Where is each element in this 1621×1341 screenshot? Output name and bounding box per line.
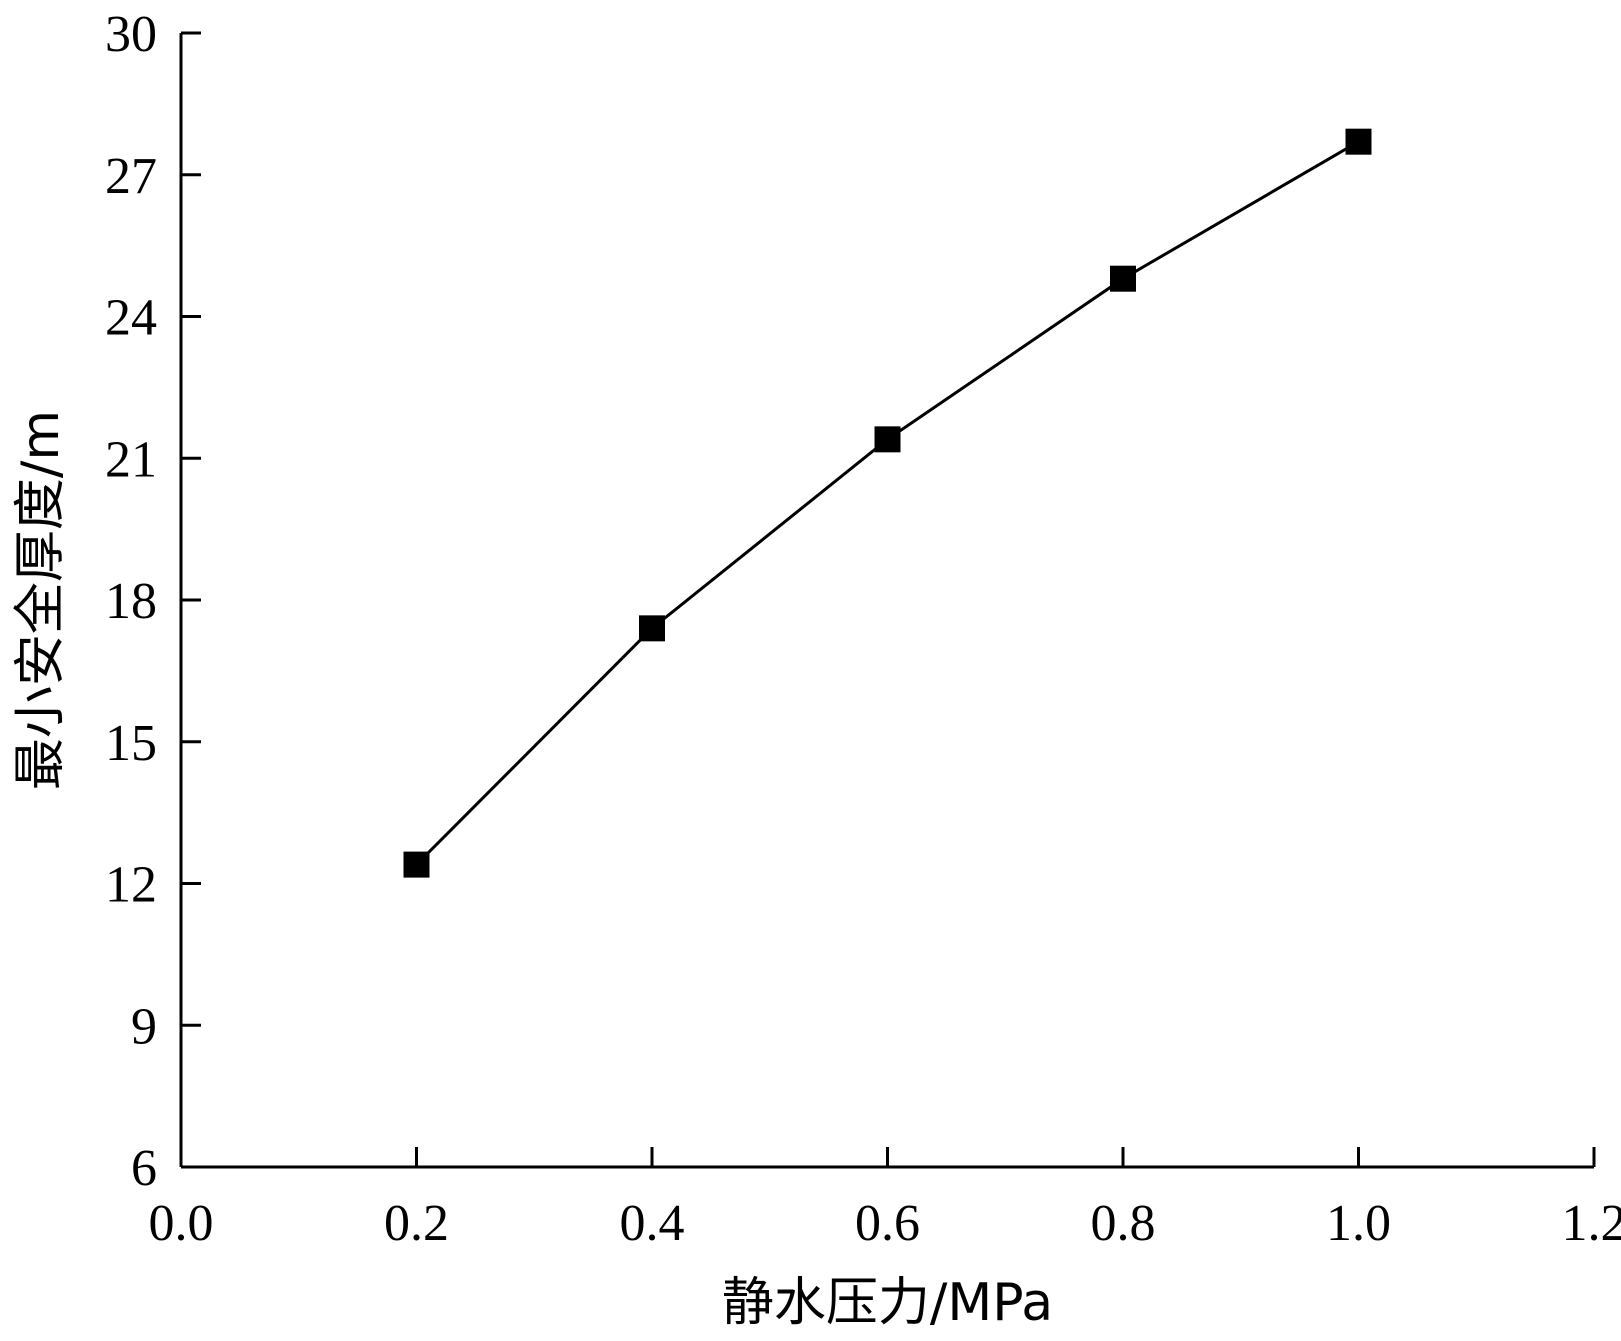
x-axis-title: 静水压力/MPa	[722, 1273, 1053, 1333]
x-tick-label: 1.2	[1562, 1195, 1621, 1252]
y-tick-label: 6	[131, 1140, 157, 1197]
data-point	[1110, 265, 1136, 292]
y-tick-label: 30	[105, 6, 157, 63]
data-point	[639, 615, 665, 642]
x-tick-label: 0.8	[1091, 1195, 1156, 1252]
series-line	[415, 140, 1360, 866]
y-tick-label: 21	[105, 431, 157, 488]
y-tick-label: 9	[131, 998, 157, 1055]
y-tick-label: 24	[105, 290, 157, 347]
data-point	[1345, 128, 1372, 155]
y-tick-label: 15	[105, 715, 157, 772]
axes	[179, 33, 1594, 1169]
y-tick-label: 18	[105, 573, 157, 630]
data-point	[403, 851, 430, 878]
x-tick-label: 0.2	[384, 1195, 449, 1252]
x-tick-label: 1.0	[1326, 1195, 1391, 1252]
y-axis-title: 最小安全厚度/m	[11, 410, 71, 790]
y-tick-label: 12	[105, 857, 157, 914]
y-tick-label: 27	[105, 148, 157, 205]
data-point	[874, 426, 901, 453]
x-tick-label: 0.0	[149, 1195, 214, 1252]
series	[403, 128, 1372, 878]
ticks: 0.0 0.2 0.4 0.6 0.8 1.0 1.2 6 9 12 15 18 21 24 27 30	[105, 6, 1621, 1252]
x-tick-label: 0.6	[855, 1195, 920, 1252]
x-tick-label: 0.4	[620, 1195, 685, 1252]
